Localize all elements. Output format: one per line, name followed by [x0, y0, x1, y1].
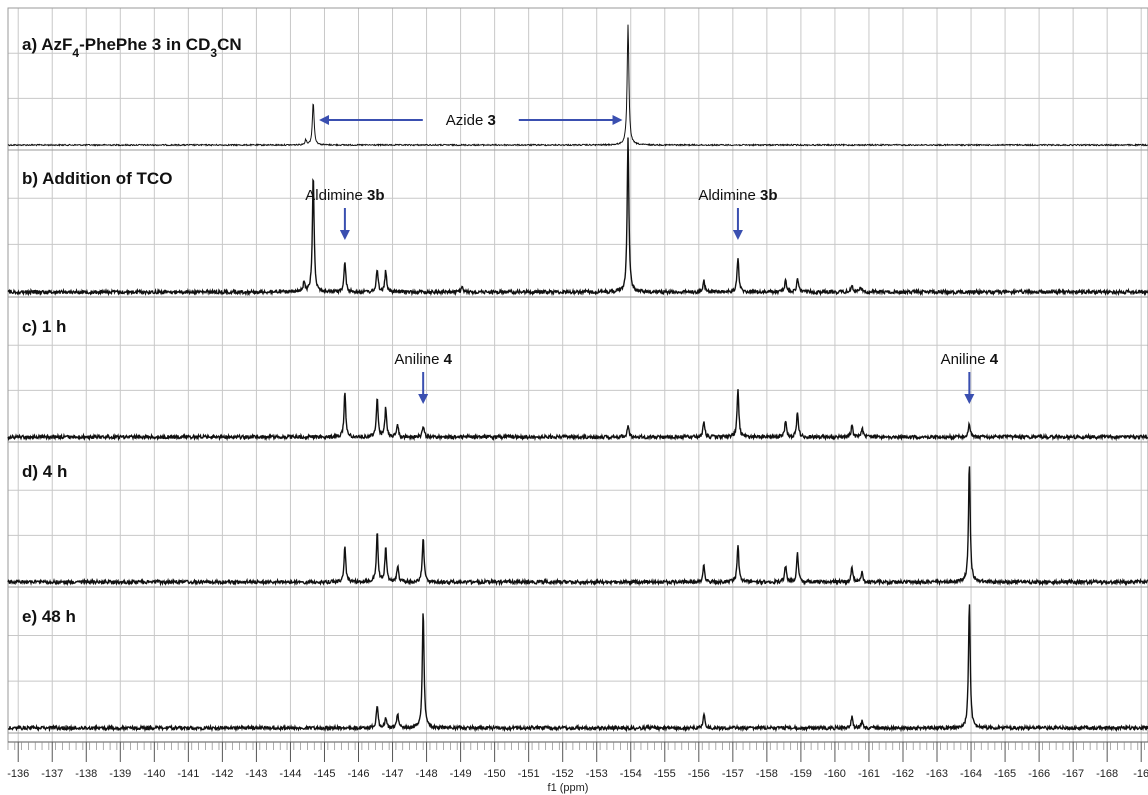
peak-annotation: Azide 3: [319, 112, 623, 129]
grid-layer: [8, 8, 1148, 742]
x-tick-label: -162: [892, 768, 914, 780]
peak-annotation: Aniline 4: [394, 351, 453, 404]
annotation-label: Azide 3: [446, 112, 496, 129]
x-tick-label: -161: [858, 768, 880, 780]
x-tick-label: -157: [722, 768, 744, 780]
x-tick-label: -146: [347, 768, 369, 780]
x-tick-label: -149: [450, 768, 472, 780]
x-tick-label: -143: [245, 768, 267, 780]
x-tick-label: -155: [654, 768, 676, 780]
annotation-layer: Azide 3 Aldimine 3b Aldimine 3b Aniline 4 An…: [305, 112, 999, 404]
x-tick-label: -150: [484, 768, 506, 780]
x-tick-label: -136: [7, 768, 29, 780]
trace-layer: [7, 24, 1148, 733]
x-tick-label: -145: [313, 768, 335, 780]
x-tick-label: -154: [620, 768, 642, 780]
x-tick-label: -147: [382, 768, 404, 780]
peak-annotation: Aldimine 3b: [305, 187, 385, 240]
x-axis: f1 (ppm) -136 -137 -138 -139 -140 -141 -142 -14…: [7, 741, 1148, 794]
panel-label: d) 4 h: [22, 462, 67, 481]
plot-frame: [7, 7, 1148, 743]
x-tick-label: -159: [790, 768, 812, 780]
x-tick-label: -153: [586, 768, 608, 780]
x-tick-label: -137: [41, 768, 63, 780]
x-tick-label: -160: [824, 768, 846, 780]
spectrum-trace: [7, 137, 1148, 297]
x-tick-label: -138: [75, 768, 97, 780]
x-tick-label: -144: [279, 768, 301, 780]
spectrum-trace: [7, 466, 1148, 587]
x-tick-label: -152: [552, 768, 574, 780]
x-tick-label: -166: [1028, 768, 1050, 780]
x-tick-label: -139: [109, 768, 131, 780]
x-tick-label: -158: [756, 768, 778, 780]
x-tick-label: -142: [211, 768, 233, 780]
x-tick-label: -164: [960, 768, 982, 780]
annotation-label: Aniline 4: [941, 351, 999, 368]
x-tick-label: -16: [1133, 768, 1148, 780]
x-tick-label: -156: [688, 768, 710, 780]
annotation-label: Aldimine 3b: [698, 187, 777, 204]
label-layer: a) AzF4-PhePhe 3 in CD3CN b) Addition of …: [22, 35, 242, 626]
panel-label: c) 1 h: [22, 317, 66, 336]
annotation-label: Aldimine 3b: [305, 187, 384, 204]
x-axis-title: f1 (ppm): [548, 782, 589, 794]
x-tick-label: -140: [143, 768, 165, 780]
panel-label: e) 48 h: [22, 607, 76, 626]
x-tick-label: -148: [416, 768, 438, 780]
spectrum-trace: [7, 24, 1148, 147]
peak-annotation: Aldimine 3b: [698, 187, 778, 240]
x-tick-label: -163: [926, 768, 948, 780]
x-tick-label: -165: [994, 768, 1016, 780]
peak-annotation: Aniline 4: [941, 351, 999, 404]
spectrum-trace: [7, 604, 1148, 733]
x-tick-label: -141: [177, 768, 199, 780]
spectrum-trace: [7, 389, 1148, 442]
x-tick-label: -168: [1096, 768, 1118, 780]
x-tick-label: -151: [518, 768, 540, 780]
annotation-label: Aniline 4: [394, 351, 452, 368]
panel-label: a) AzF4-PhePhe 3 in CD3CN: [22, 35, 242, 60]
panel-layer: [7, 7, 1148, 743]
panel-label: b) Addition of TCO: [22, 169, 172, 188]
x-tick-label: -167: [1062, 768, 1084, 780]
